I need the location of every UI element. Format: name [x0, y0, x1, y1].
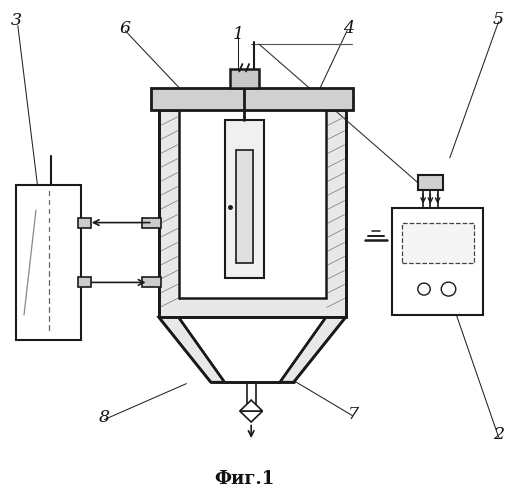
- Bar: [79, 218, 92, 228]
- Polygon shape: [240, 400, 263, 411]
- Polygon shape: [159, 318, 225, 382]
- Bar: [142, 218, 162, 228]
- Circle shape: [418, 283, 430, 295]
- Bar: [401, 222, 474, 264]
- Text: 8: 8: [99, 408, 110, 426]
- Text: 6: 6: [120, 20, 131, 36]
- Circle shape: [441, 282, 456, 296]
- Bar: [230, 69, 259, 88]
- Bar: [246, 382, 256, 407]
- Bar: [159, 110, 346, 318]
- Text: 3: 3: [11, 12, 22, 29]
- Bar: [236, 150, 253, 264]
- Text: 4: 4: [343, 20, 354, 36]
- Bar: [16, 185, 81, 340]
- Polygon shape: [240, 411, 263, 422]
- Bar: [79, 278, 92, 287]
- Text: 2: 2: [493, 426, 504, 443]
- Bar: [142, 278, 162, 287]
- Polygon shape: [280, 318, 346, 382]
- Bar: [151, 88, 354, 110]
- Bar: [178, 110, 326, 298]
- Bar: [225, 120, 264, 278]
- Text: 5: 5: [493, 11, 504, 28]
- Bar: [392, 208, 483, 315]
- Text: Фиг.1: Фиг.1: [214, 470, 275, 488]
- Text: 7: 7: [348, 406, 359, 423]
- Text: 1: 1: [233, 26, 244, 43]
- Bar: [418, 175, 443, 190]
